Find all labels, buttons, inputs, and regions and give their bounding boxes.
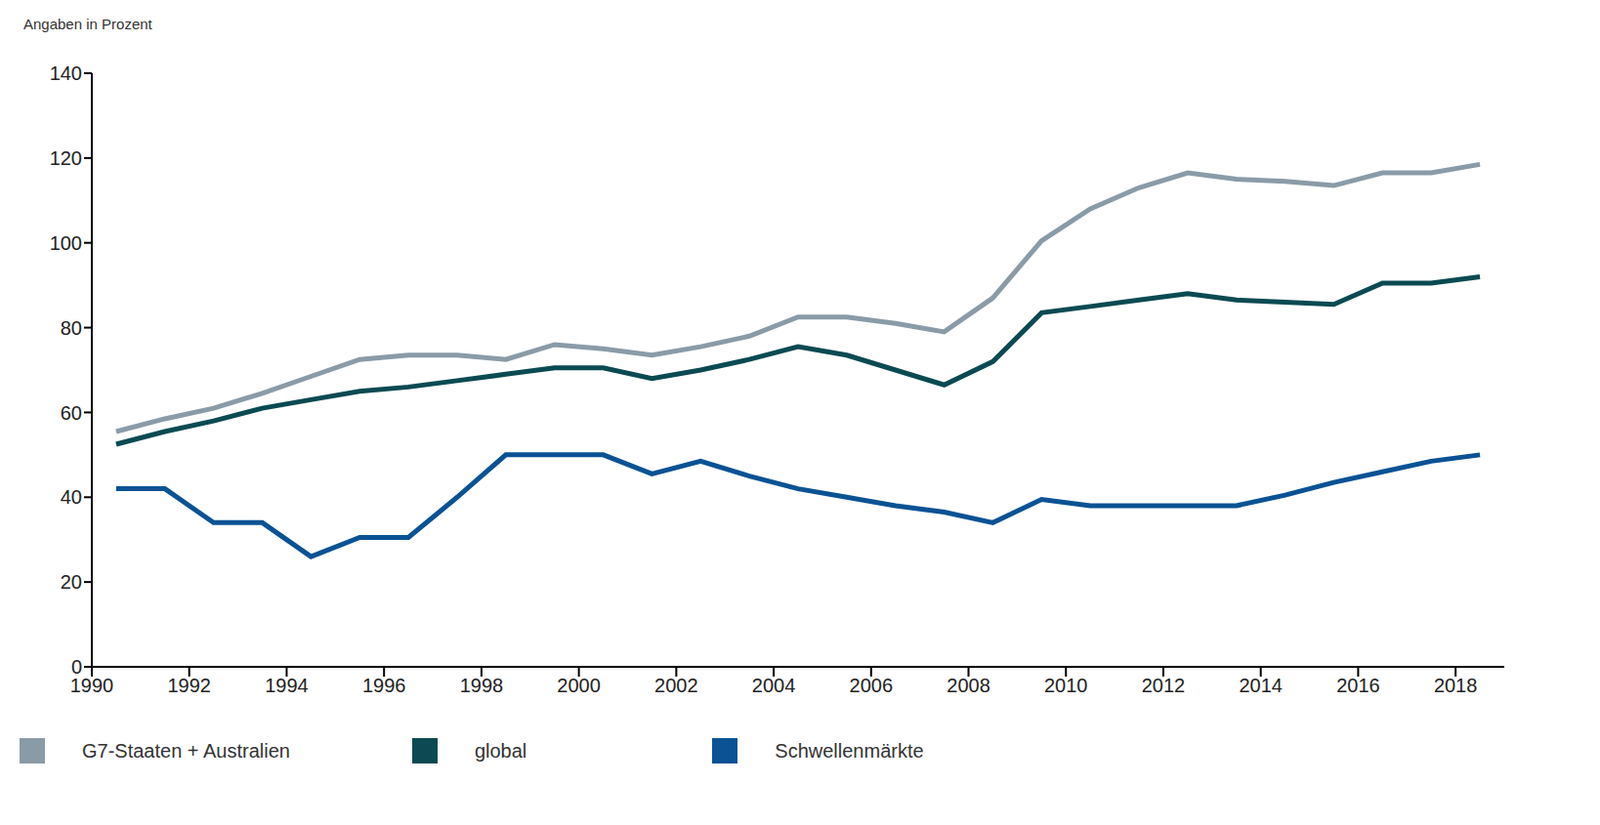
- svg-text:2010: 2010: [1044, 674, 1089, 697]
- svg-text:1996: 1996: [362, 674, 407, 697]
- html-text:G7-Staaten + Australien: G7-Staaten + Australien: [82, 739, 291, 762]
- svg-text:1998: 1998: [460, 674, 505, 697]
- svg-text:1990: 1990: [70, 674, 115, 697]
- svg-text:2012: 2012: [1141, 674, 1186, 697]
- svg-text:2002: 2002: [654, 674, 699, 697]
- html-text:Schwellenmärkte: Schwellenmärkte: [774, 739, 924, 762]
- svg-text:80: 80: [60, 317, 83, 339]
- svg-text:140: 140: [49, 62, 83, 85]
- svg-text:40: 40: [60, 486, 83, 508]
- svg-text:2014: 2014: [1238, 674, 1283, 697]
- svg-text:1992: 1992: [167, 674, 211, 697]
- svg-text:2006: 2006: [849, 674, 894, 697]
- svg-text:100: 100: [49, 232, 83, 254]
- svg-text:0: 0: [71, 656, 83, 678]
- svg-text:2018: 2018: [1433, 674, 1478, 697]
- svg-text:2000: 2000: [556, 674, 601, 697]
- svg-text:2004: 2004: [752, 674, 797, 697]
- html-text:Angaben in Prozent: Angaben in Prozent: [23, 15, 153, 33]
- svg-text:1994: 1994: [264, 674, 309, 697]
- svg-text:2016: 2016: [1336, 674, 1381, 697]
- svg-text:20: 20: [60, 571, 83, 593]
- svg-text:2008: 2008: [946, 674, 991, 697]
- svg-text:60: 60: [60, 402, 83, 424]
- html-text:global: global: [474, 739, 527, 762]
- svg-text:120: 120: [49, 147, 83, 169]
